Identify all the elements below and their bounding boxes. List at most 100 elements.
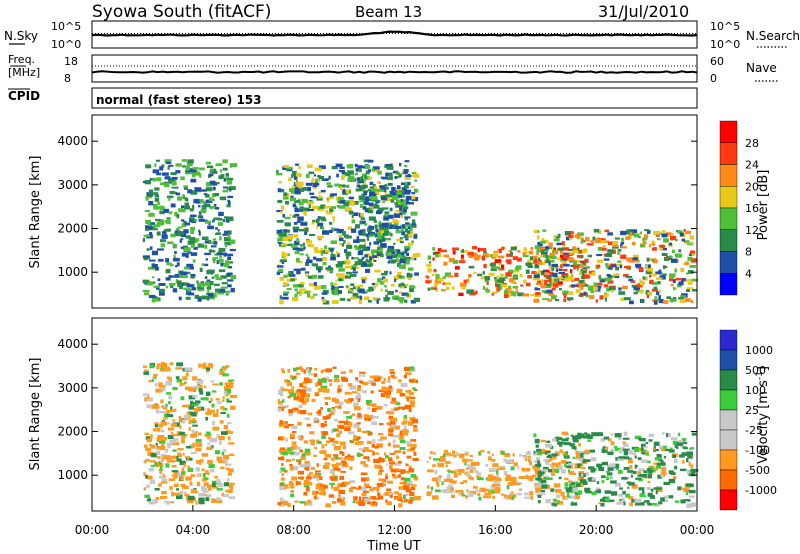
heatmap-cell bbox=[167, 219, 171, 225]
colorbar-swatch bbox=[719, 409, 738, 431]
heatmap-cell bbox=[198, 432, 202, 436]
heatmap-cell bbox=[410, 231, 414, 235]
heatmap-cell bbox=[357, 398, 361, 403]
heatmap-cell bbox=[322, 262, 327, 266]
heatmap-cell bbox=[304, 211, 307, 216]
heatmap-cell bbox=[171, 492, 174, 497]
heatmap-cell bbox=[353, 402, 359, 407]
heatmap-cell bbox=[308, 244, 314, 248]
heatmap-cell bbox=[384, 212, 389, 217]
heatmap-cell bbox=[281, 261, 285, 264]
heatmap-cell bbox=[523, 247, 527, 251]
heatmap-cell bbox=[541, 237, 545, 243]
heatmap-cell bbox=[280, 259, 287, 262]
heatmap-cell bbox=[190, 244, 196, 248]
y-tick-label: 4000 bbox=[57, 134, 88, 148]
heatmap-cell bbox=[187, 189, 192, 194]
heatmap-cell bbox=[163, 413, 169, 418]
heatmap-cell bbox=[629, 464, 633, 470]
heatmap-cell bbox=[673, 458, 678, 463]
heatmap-cell bbox=[669, 277, 673, 282]
heatmap-cell bbox=[366, 236, 370, 241]
heatmap-cell bbox=[287, 395, 291, 399]
heatmap-cell bbox=[320, 225, 324, 230]
heatmap-cell bbox=[378, 471, 382, 475]
heatmap-cell bbox=[642, 490, 645, 494]
heatmap-cell bbox=[359, 229, 366, 234]
heatmap-cell bbox=[593, 228, 600, 233]
heatmap-cell bbox=[328, 247, 335, 250]
heatmap-cell bbox=[156, 172, 161, 176]
heatmap-cell bbox=[177, 452, 182, 457]
heatmap-cell bbox=[462, 480, 468, 483]
heatmap-cell bbox=[179, 238, 182, 243]
heatmap-cell bbox=[350, 486, 357, 489]
heatmap-cell bbox=[615, 457, 619, 461]
x-axis: 00:00 04:00 08:00 12:00 16:00 20:00 00:00 bbox=[75, 505, 714, 537]
heatmap-cell bbox=[187, 284, 193, 288]
heatmap-cell bbox=[308, 373, 314, 376]
heatmap-cell bbox=[394, 222, 399, 227]
heatmap-cell bbox=[317, 473, 322, 476]
heatmap-cell bbox=[210, 437, 218, 443]
heatmap-cell bbox=[356, 501, 359, 504]
heatmap-cell bbox=[277, 456, 284, 460]
heatmap-cell bbox=[657, 281, 661, 284]
heatmap-cell bbox=[518, 476, 526, 479]
heatmap-cell bbox=[489, 263, 495, 267]
heatmap-cell bbox=[296, 367, 303, 370]
y-tick-label: 3000 bbox=[57, 381, 88, 395]
heatmap-cell bbox=[171, 464, 177, 468]
heatmap-cell bbox=[411, 366, 414, 371]
heatmap-cell bbox=[621, 237, 624, 242]
heatmap-cell bbox=[387, 410, 394, 415]
heatmap-cell bbox=[356, 184, 361, 188]
heatmap-cell bbox=[160, 496, 165, 499]
heatmap-cell bbox=[412, 219, 416, 224]
date-label: 31/Jul/2010 bbox=[598, 2, 689, 21]
heatmap-cell bbox=[353, 212, 359, 216]
heatmap-cell bbox=[406, 481, 413, 486]
heatmap-cell bbox=[356, 387, 361, 392]
heatmap-cell bbox=[546, 455, 552, 459]
heatmap-cell bbox=[639, 493, 645, 498]
heatmap-cell bbox=[563, 263, 570, 267]
heatmap-cell bbox=[623, 466, 630, 470]
heatmap-cell bbox=[630, 229, 638, 234]
heatmap-cell bbox=[226, 398, 230, 401]
heatmap-cell bbox=[495, 477, 502, 482]
heatmap-cell bbox=[640, 446, 644, 451]
heatmap-cell bbox=[338, 494, 341, 498]
heatmap-cell bbox=[379, 226, 383, 231]
heatmap-cell bbox=[374, 282, 379, 287]
heatmap-cell bbox=[316, 197, 323, 201]
heatmap-cell bbox=[205, 416, 209, 421]
heatmap-cell bbox=[165, 277, 171, 281]
heatmap-cell bbox=[377, 251, 383, 254]
heatmap-cell bbox=[290, 195, 294, 199]
heatmap-cell bbox=[212, 486, 218, 489]
heatmap-cell bbox=[397, 194, 403, 198]
heatmap-cell bbox=[646, 294, 650, 299]
heatmap-cell bbox=[474, 470, 479, 473]
heatmap-cell bbox=[446, 475, 451, 480]
heatmap-cell bbox=[172, 433, 180, 437]
heatmap-cell bbox=[152, 169, 159, 174]
heatmap-cell bbox=[279, 276, 285, 281]
heatmap-cell bbox=[228, 442, 235, 445]
heatmap-cell bbox=[389, 464, 393, 470]
heatmap-cell bbox=[561, 247, 569, 251]
heatmap-cell bbox=[184, 381, 187, 384]
heatmap-cell bbox=[483, 263, 487, 269]
heatmap-cell bbox=[507, 495, 513, 500]
heatmap-cell bbox=[295, 182, 299, 185]
heatmap-cell bbox=[389, 271, 392, 275]
heatmap-cell bbox=[340, 470, 346, 473]
heatmap-cell bbox=[279, 236, 285, 241]
heatmap-cell bbox=[356, 286, 361, 290]
heatmap-cell bbox=[568, 258, 575, 262]
heatmap-cell bbox=[382, 201, 385, 203]
heatmap-cell bbox=[178, 415, 182, 421]
heatmap-cell bbox=[683, 229, 686, 232]
